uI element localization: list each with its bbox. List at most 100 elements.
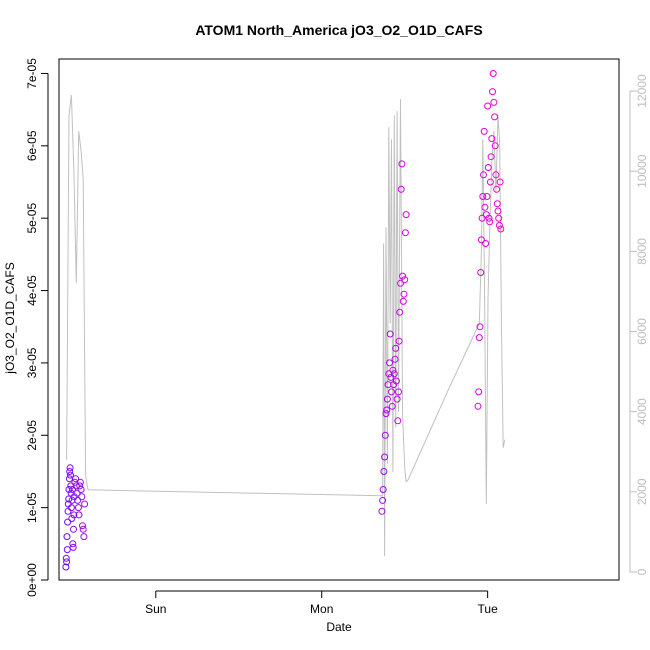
data-point <box>386 359 393 367</box>
data-point <box>381 453 389 461</box>
data-point <box>391 355 399 363</box>
data-point <box>486 218 494 226</box>
data-point <box>397 185 405 193</box>
data-point <box>388 402 396 410</box>
data-point <box>485 214 493 222</box>
data-point <box>492 171 500 179</box>
data-point <box>497 225 505 233</box>
left-axis-tick-label: 2e-05 <box>25 420 39 451</box>
data-point <box>486 178 494 186</box>
chart-title: ATOM1 North_America jO3_O2_O1D_CAFS <box>195 22 482 38</box>
data-point <box>63 558 71 566</box>
data-point <box>70 511 78 519</box>
data-point <box>76 482 84 490</box>
right-axis-tick-label: 12000 <box>635 74 649 108</box>
left-axis-tick-label: 4e-05 <box>25 275 39 306</box>
data-point <box>69 486 76 493</box>
data-point <box>484 102 492 110</box>
data-point <box>493 200 501 208</box>
data-point <box>388 388 395 396</box>
data-point <box>478 214 486 222</box>
data-point <box>69 540 77 548</box>
data-point <box>72 475 80 483</box>
data-point <box>494 207 502 215</box>
data-point <box>487 153 495 161</box>
data-point <box>399 272 407 280</box>
data-point <box>381 431 389 439</box>
left-axis-tick-label: 6e-05 <box>25 130 39 161</box>
data-point <box>495 221 503 229</box>
bottom-axis: Sun Mon Tue <box>145 590 499 616</box>
y-axis-label: jO3_O2_O1D_CAFS <box>3 262 17 374</box>
data-point <box>67 504 75 512</box>
data-point <box>72 482 80 490</box>
data-point <box>489 70 497 77</box>
data-point <box>380 468 388 475</box>
data-point <box>493 185 501 193</box>
right-axis-tick-label: 2000 <box>635 478 649 505</box>
data-point <box>482 240 490 247</box>
data-point <box>386 330 394 338</box>
data-point <box>70 525 77 533</box>
aux-line-layer <box>66 95 506 557</box>
data-point <box>393 395 401 403</box>
data-point <box>66 471 74 479</box>
right-axis-tick-label: 4000 <box>635 398 649 425</box>
data-point <box>400 290 408 298</box>
data-point <box>402 211 410 219</box>
left-axis-tick-label: 3e-05 <box>25 347 39 378</box>
data-point <box>484 164 492 171</box>
data-point <box>383 395 391 403</box>
left-axis-tick-label: 1e-05 <box>25 492 39 523</box>
right-axis-tick-label: 10000 <box>635 154 649 188</box>
plot-frame <box>58 58 620 581</box>
data-point <box>474 402 482 410</box>
data-point <box>397 279 404 287</box>
data-point <box>389 366 397 374</box>
right-axis-tick-label: 6000 <box>635 318 649 345</box>
data-point <box>65 486 73 493</box>
data-point <box>379 486 387 493</box>
data-point <box>69 543 77 551</box>
data-point <box>63 546 71 554</box>
data-point <box>74 496 82 504</box>
x-axis-label: Date <box>326 620 352 634</box>
data-point <box>62 554 70 562</box>
data-point <box>79 522 86 530</box>
data-point <box>477 236 485 244</box>
data-point <box>395 337 403 345</box>
bottom-axis-tick-label: Tue <box>478 602 499 616</box>
point-layer <box>62 70 505 571</box>
data-point <box>401 229 409 237</box>
data-point <box>475 388 483 396</box>
data-point <box>68 515 76 522</box>
data-point <box>490 98 498 106</box>
data-point <box>396 308 404 316</box>
data-point <box>79 525 87 533</box>
data-point <box>80 533 88 541</box>
data-point <box>64 518 72 526</box>
data-point <box>76 478 84 486</box>
data-point <box>479 193 487 200</box>
data-point <box>395 388 402 396</box>
data-point <box>379 496 387 504</box>
left-axis-tick-label: 0e+00 <box>25 563 39 597</box>
data-point <box>496 178 504 186</box>
data-point <box>66 464 74 472</box>
data-point <box>488 135 496 143</box>
data-point <box>378 507 386 515</box>
data-point <box>392 377 400 385</box>
data-point <box>475 334 483 342</box>
data-point <box>62 563 70 571</box>
data-point <box>477 269 485 276</box>
data-point <box>398 160 406 168</box>
data-point <box>390 370 398 378</box>
left-axis: 0e+00 1e-05 2e-05 3e-05 4e-05 5e-05 6e-05 7e-05 <box>25 58 49 597</box>
data-point <box>81 500 89 508</box>
data-point <box>78 493 86 501</box>
right-axis-tick-label: 0 <box>635 568 649 575</box>
data-point <box>394 417 402 425</box>
data-point <box>66 468 74 475</box>
data-point <box>73 489 81 497</box>
